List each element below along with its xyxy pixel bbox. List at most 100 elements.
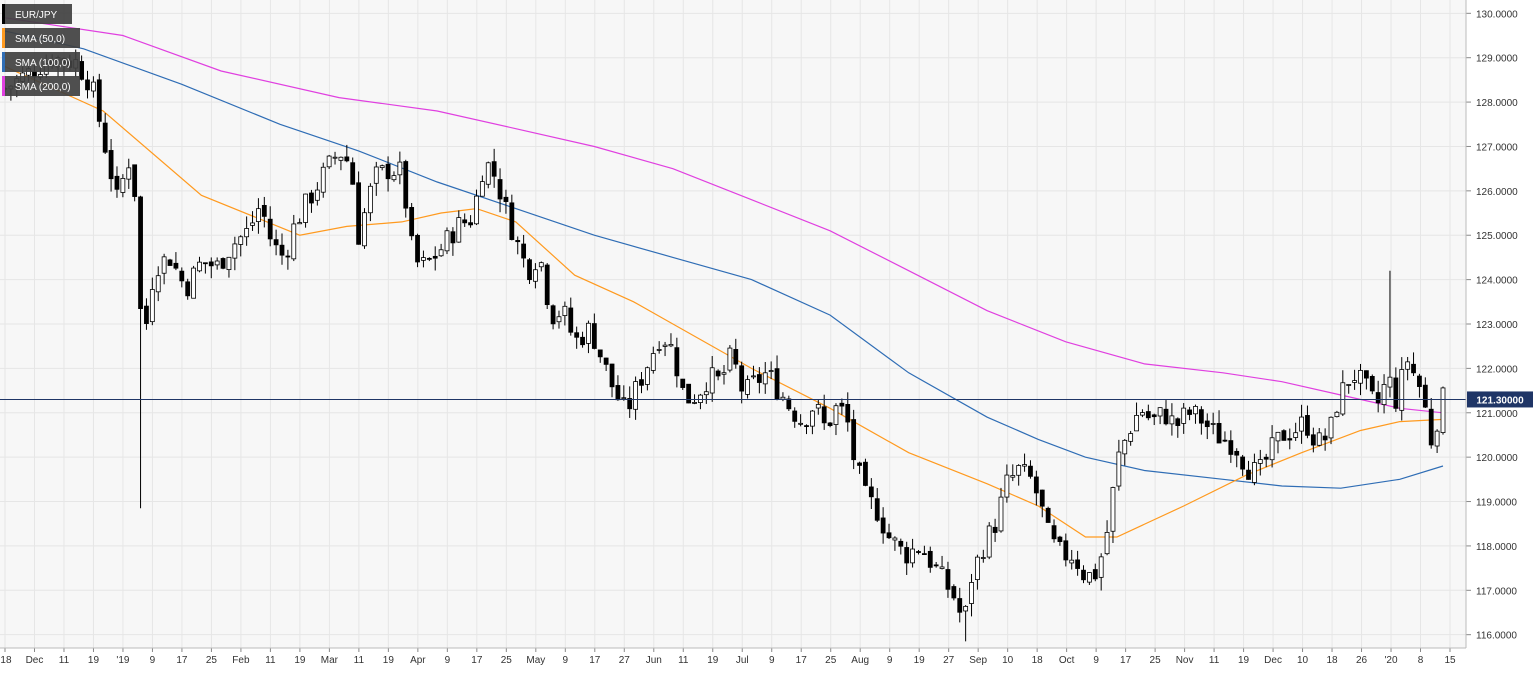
x-tick-label: Dec (1264, 655, 1282, 666)
candle-body (650, 353, 656, 371)
candle-body (1269, 437, 1275, 461)
candle-body (261, 204, 267, 217)
candle-body (1322, 435, 1328, 441)
y-tick-label: 116.0000 (1476, 631, 1517, 642)
candle-body (1305, 415, 1310, 436)
candle-body (415, 234, 420, 263)
candle-body (1346, 384, 1352, 386)
candle-body (904, 547, 910, 564)
candle-body (1045, 507, 1051, 523)
candle-body (279, 244, 285, 256)
candle-body (533, 269, 538, 282)
candle-body (161, 256, 167, 274)
axis-background (1466, 0, 1536, 669)
y-tick-label: 124.0000 (1476, 276, 1518, 287)
candle-body (739, 365, 745, 392)
candle-body (980, 557, 986, 559)
candle-body (815, 404, 821, 409)
candle-body (1051, 525, 1057, 540)
y-tick-label: 125.0000 (1476, 231, 1518, 242)
candle-body (621, 397, 627, 400)
candle-body (845, 404, 851, 423)
candle-body (1293, 432, 1299, 438)
candle-body (674, 347, 680, 377)
candle-body (745, 379, 750, 395)
legend-swatch (2, 28, 5, 48)
candle-body (149, 289, 155, 323)
candle-body (250, 222, 255, 226)
candle-body (556, 316, 562, 323)
candle-body (1128, 433, 1134, 442)
candle-body (1104, 532, 1110, 555)
candle-body (373, 166, 379, 184)
candle-body (1287, 438, 1293, 441)
x-tick-label: 17 (589, 655, 601, 666)
candle-body (108, 150, 114, 180)
candle-body (1004, 474, 1010, 498)
candle-body (497, 179, 503, 200)
x-tick-label: 9 (887, 655, 893, 666)
x-tick-label: 9 (445, 655, 451, 666)
x-tick-label: 25 (501, 655, 513, 666)
candle-body (733, 349, 739, 365)
candle-body (1216, 422, 1222, 444)
candle-body (709, 367, 715, 394)
x-tick-label: 10 (1297, 655, 1309, 666)
legend-swatch (2, 76, 5, 96)
candle-body (1363, 370, 1369, 379)
candle-body (1063, 540, 1069, 561)
candle-body (474, 195, 479, 225)
candle-body (220, 258, 226, 269)
candle-body (456, 217, 462, 243)
candle-body (780, 396, 786, 400)
candle-body (927, 550, 933, 568)
candle-body (1422, 384, 1428, 408)
candle-body (957, 598, 963, 613)
candle-body (367, 185, 373, 214)
candle-body (1157, 407, 1163, 417)
candle-body (1405, 361, 1411, 370)
x-tick-label: May (526, 655, 545, 666)
legend: EUR/JPY SMA (50,0) SMA (100,0) SMA (200,0) (2, 4, 80, 96)
candle-body (1210, 423, 1216, 425)
candle-body (586, 322, 591, 344)
candle-body (544, 264, 550, 306)
candle-body (1134, 414, 1139, 432)
candle-body (297, 222, 303, 225)
x-tick-label: 17 (176, 655, 188, 666)
candle-body (1140, 412, 1145, 416)
x-tick-label: Dec (26, 655, 44, 666)
last-price-label: 121.30000 (1476, 395, 1524, 406)
candle-body (126, 167, 132, 180)
candle-body (326, 155, 332, 168)
candle-body (1358, 370, 1363, 384)
x-tick-label: Nov (1176, 655, 1194, 666)
legend-label: EUR/JPY (15, 10, 58, 21)
x-tick-label: Mar (321, 655, 339, 666)
candle-body (1028, 465, 1033, 477)
legend-label: SMA (100,0) (15, 58, 71, 69)
candle-body (1187, 409, 1192, 415)
candle-body (1263, 456, 1269, 460)
candle-body (692, 402, 697, 404)
candle-body (232, 243, 238, 259)
candle-body (320, 166, 326, 193)
x-tick-label: Oct (1059, 655, 1075, 666)
candle-body (597, 349, 603, 358)
candle-body (1116, 451, 1122, 487)
candle-body (798, 422, 804, 425)
candle-body (921, 553, 927, 556)
candle-body (627, 398, 633, 410)
candle-body (1387, 376, 1393, 388)
candle-body (1234, 450, 1240, 456)
time-axis-background (0, 648, 1466, 669)
candle-body (550, 305, 556, 325)
candle-body (350, 162, 356, 185)
candle-body (1428, 408, 1434, 446)
candle-body (986, 525, 992, 558)
candle-body (432, 255, 438, 259)
x-tick-label: 11 (1209, 655, 1220, 666)
candle-body (580, 336, 585, 346)
candle-body (703, 391, 709, 396)
